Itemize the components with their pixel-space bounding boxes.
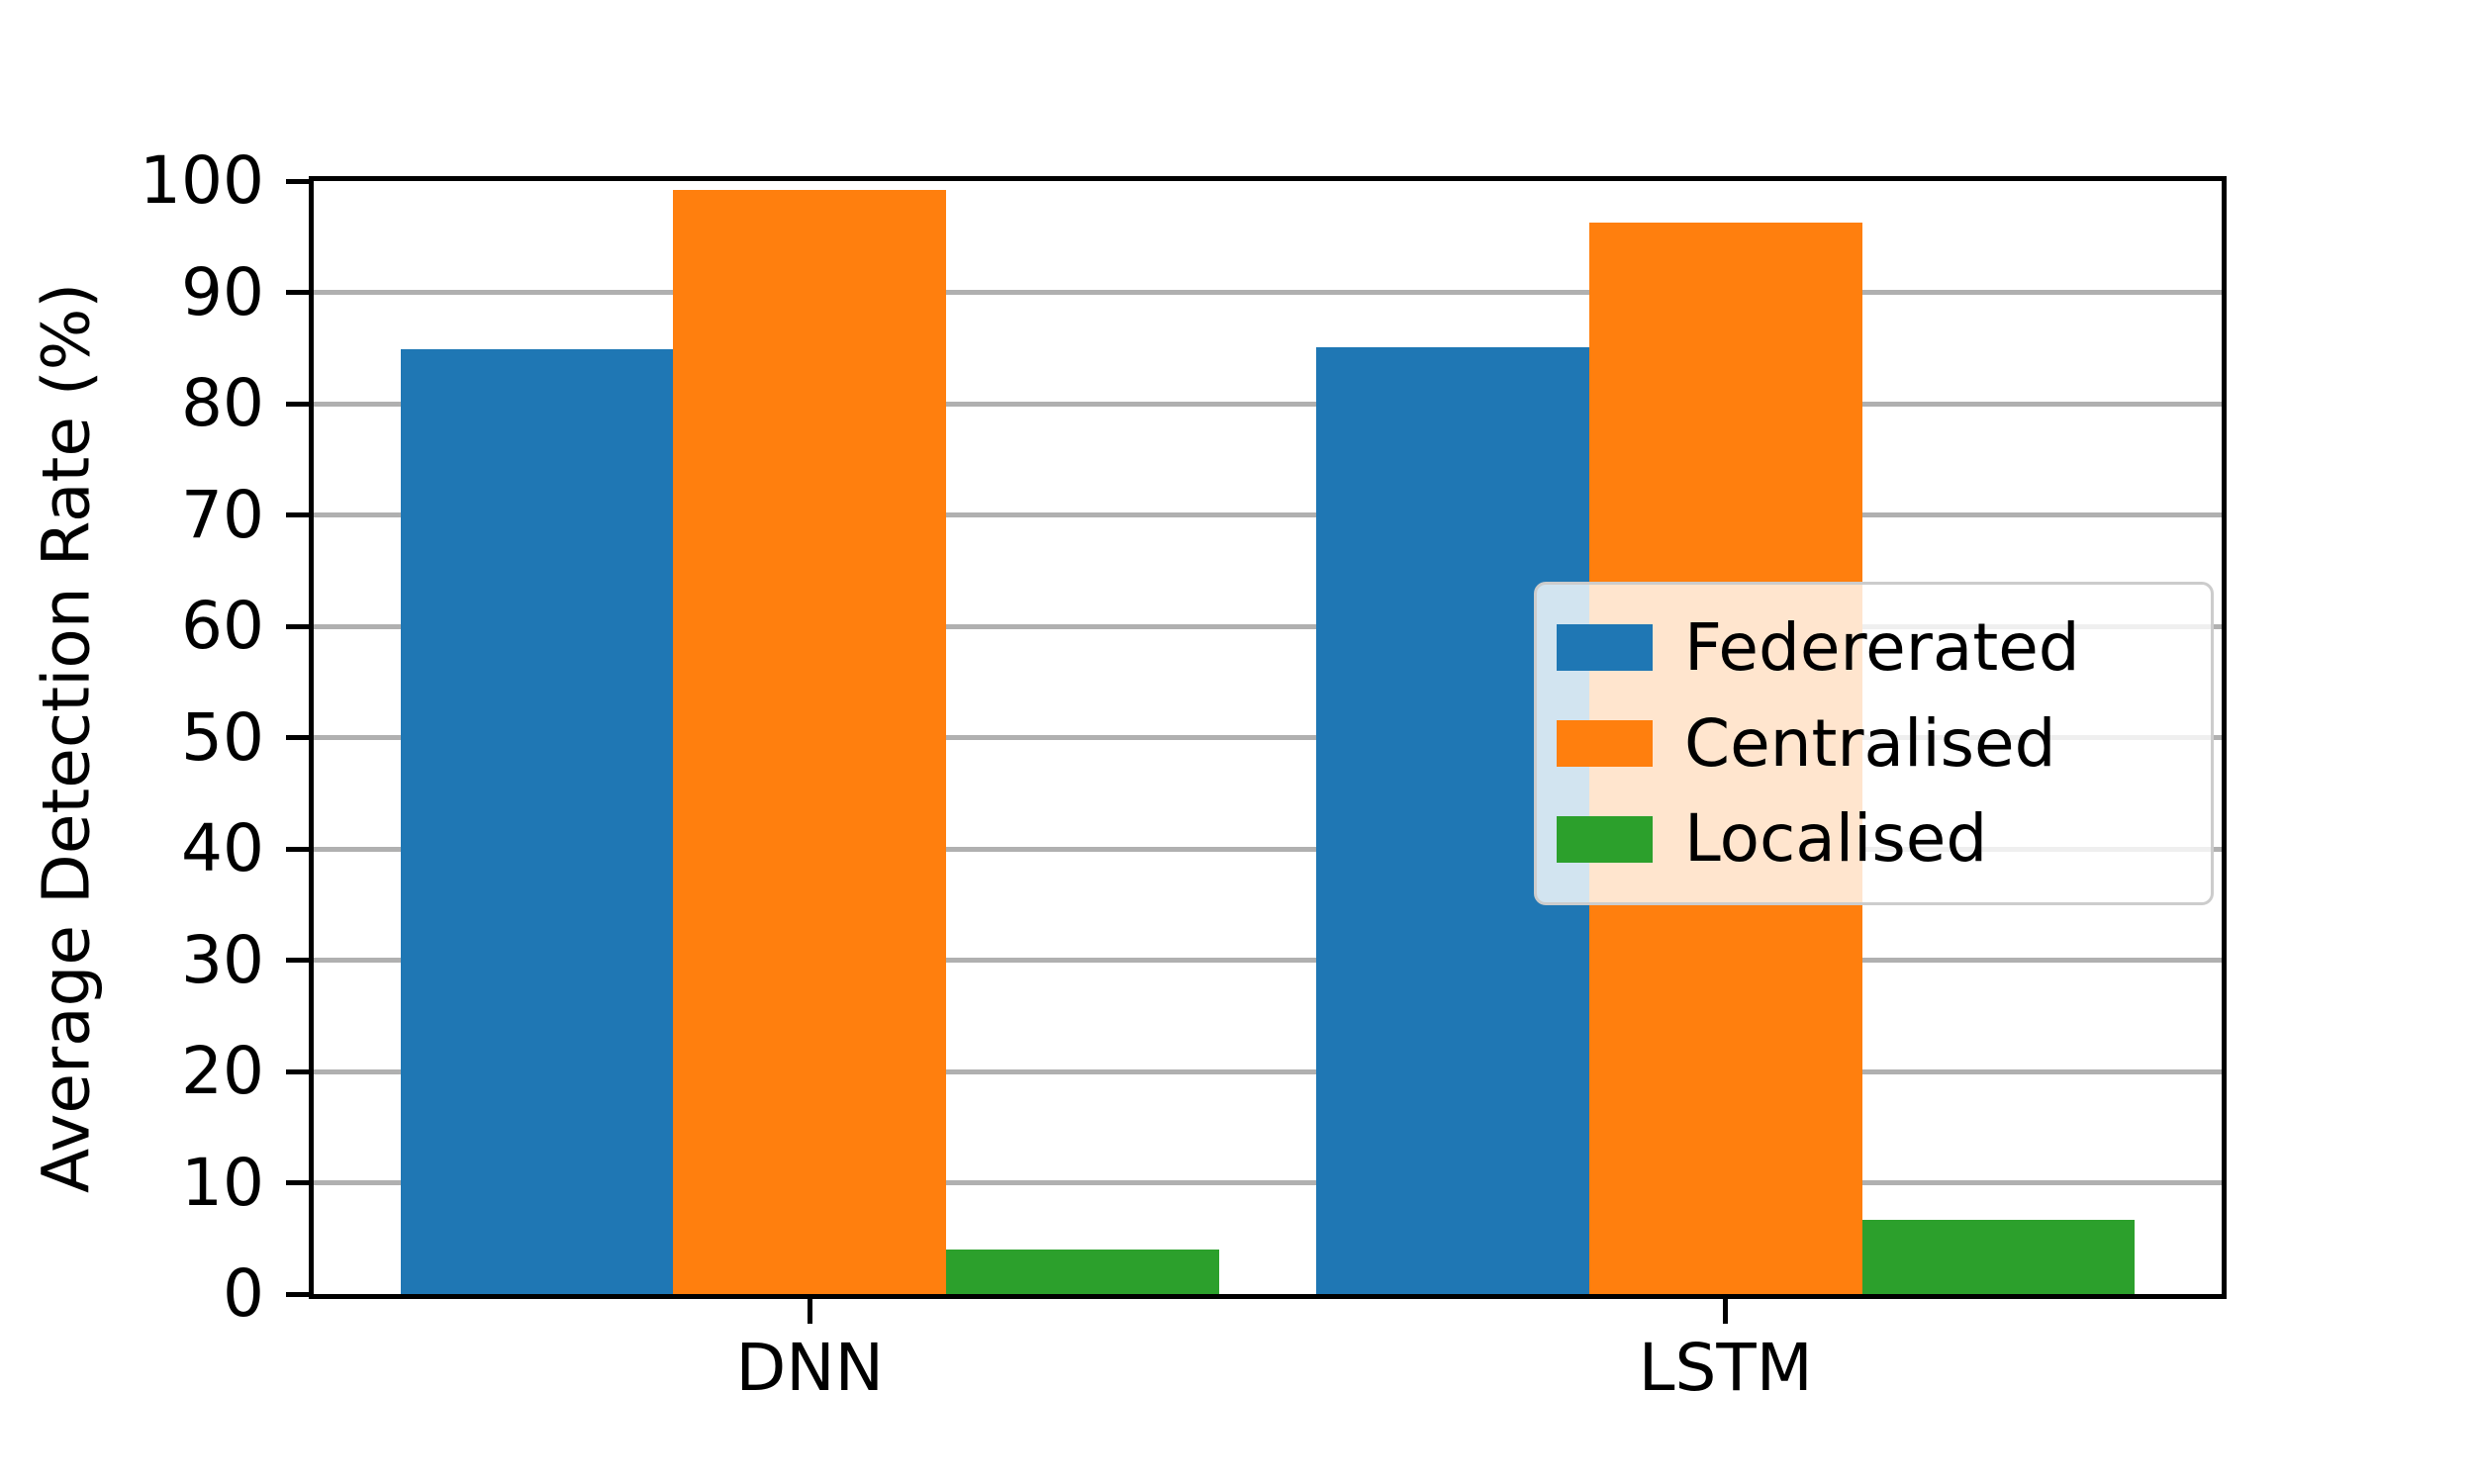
y-tick [286, 512, 309, 517]
gridline [314, 401, 2222, 407]
y-axis-title: Average Detection Rate (%) [28, 282, 105, 1193]
gridline [314, 512, 2222, 517]
y-tick-label: 60 [181, 588, 264, 664]
y-tick [286, 401, 309, 407]
legend-item: Federerated [1557, 608, 2211, 686]
y-tick-label: 0 [223, 1255, 264, 1332]
y-tick-label: 30 [181, 921, 264, 998]
gridline [314, 623, 2222, 629]
legend: Federerated Centralised Localised [1534, 582, 2214, 905]
y-tick-label: 40 [181, 810, 264, 886]
y-tick-label: 100 [140, 142, 264, 219]
gridline [314, 735, 2222, 740]
legend-item: Centralised [1557, 704, 2211, 782]
gridline [314, 958, 2222, 963]
legend-swatch [1557, 815, 1653, 863]
bar-localised-lstm [1861, 1219, 2136, 1294]
gridline [314, 1180, 2222, 1185]
y-tick [286, 178, 309, 184]
bar-centralised-dnn [673, 190, 947, 1294]
y-tick [286, 1180, 309, 1185]
y-tick-label: 20 [181, 1033, 264, 1109]
legend-label: Localised [1684, 800, 1988, 878]
bar-localised-dnn [946, 1250, 1219, 1294]
legend-label: Federerated [1684, 608, 2080, 686]
legend-item: Localised [1557, 806, 2211, 872]
x-tick-label: LSTM [1638, 1330, 1813, 1406]
y-tick [286, 735, 309, 740]
y-tick-label: 10 [181, 1144, 264, 1221]
y-tick [286, 958, 309, 963]
bar-federerated-dnn [400, 348, 674, 1294]
y-tick [286, 1291, 309, 1297]
y-tick-label: 70 [181, 476, 264, 553]
y-tick [286, 1068, 309, 1074]
x-tick-label: DNN [735, 1330, 885, 1406]
legend-label: Centralised [1684, 704, 2056, 782]
gridline [314, 846, 2222, 852]
y-tick-label: 50 [181, 698, 264, 776]
y-tick [286, 290, 309, 295]
y-tick-label: 80 [181, 365, 264, 441]
y-tick [286, 623, 309, 629]
y-tick-label: 90 [181, 253, 264, 330]
x-tick [1723, 1299, 1729, 1324]
x-tick [807, 1299, 812, 1324]
y-tick [286, 846, 309, 852]
gridline [314, 290, 2222, 295]
gridline [314, 1068, 2222, 1074]
legend-swatch [1557, 720, 1653, 767]
legend-swatch [1557, 624, 1653, 672]
plot-area: Federerated Centralised Localised 0 10 20 30 4… [140, 148, 2227, 1401]
